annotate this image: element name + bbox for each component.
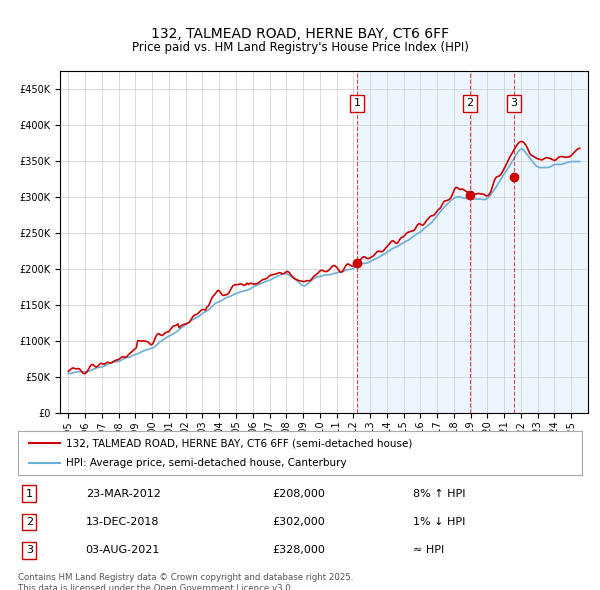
Text: 2: 2 bbox=[466, 98, 473, 108]
Text: 8% ↑ HPI: 8% ↑ HPI bbox=[413, 489, 466, 499]
Text: 1: 1 bbox=[26, 489, 33, 499]
Text: ≈ HPI: ≈ HPI bbox=[413, 546, 444, 555]
Text: 3: 3 bbox=[26, 546, 33, 555]
Text: Contains HM Land Registry data © Crown copyright and database right 2025.
This d: Contains HM Land Registry data © Crown c… bbox=[18, 573, 353, 590]
Text: 2: 2 bbox=[26, 517, 33, 527]
Text: £328,000: £328,000 bbox=[272, 546, 325, 555]
Text: 1: 1 bbox=[353, 98, 361, 108]
Text: 3: 3 bbox=[511, 98, 517, 108]
Text: 03-AUG-2021: 03-AUG-2021 bbox=[86, 546, 160, 555]
Text: 13-DEC-2018: 13-DEC-2018 bbox=[86, 517, 159, 527]
Text: 132, TALMEAD ROAD, HERNE BAY, CT6 6FF (semi-detached house): 132, TALMEAD ROAD, HERNE BAY, CT6 6FF (s… bbox=[66, 438, 412, 448]
Text: 23-MAR-2012: 23-MAR-2012 bbox=[86, 489, 161, 499]
Text: £302,000: £302,000 bbox=[272, 517, 325, 527]
Text: 132, TALMEAD ROAD, HERNE BAY, CT6 6FF: 132, TALMEAD ROAD, HERNE BAY, CT6 6FF bbox=[151, 27, 449, 41]
Text: £208,000: £208,000 bbox=[272, 489, 325, 499]
Text: 1% ↓ HPI: 1% ↓ HPI bbox=[413, 517, 465, 527]
Text: Price paid vs. HM Land Registry's House Price Index (HPI): Price paid vs. HM Land Registry's House … bbox=[131, 41, 469, 54]
Bar bbox=[357, 71, 588, 413]
Text: HPI: Average price, semi-detached house, Canterbury: HPI: Average price, semi-detached house,… bbox=[66, 458, 347, 467]
